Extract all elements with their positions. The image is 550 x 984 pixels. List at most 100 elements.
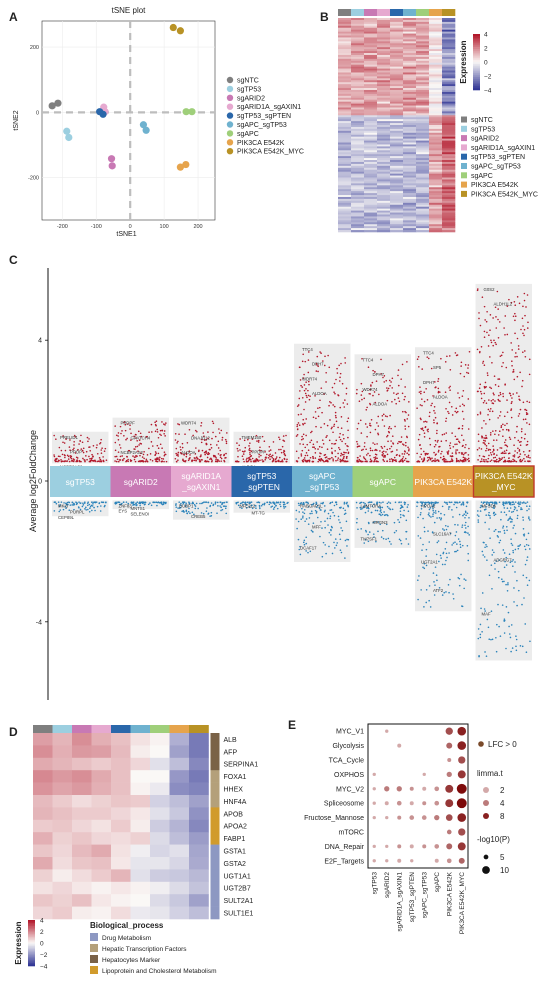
volcano-down-point [485, 655, 488, 657]
heatmap-d-cell [150, 844, 170, 858]
volcano-up-point [484, 319, 486, 321]
volcano-up-point [309, 456, 312, 459]
heatmap-b-cell [429, 187, 443, 190]
heatmap-b-cell [364, 228, 378, 231]
volcano-up-point [386, 453, 389, 456]
volcano-up-point [445, 439, 447, 442]
heatmap-b-cell [338, 25, 352, 29]
volcano-up-point [495, 327, 498, 329]
volcano-down-point [528, 508, 530, 510]
volcano-up-point [343, 455, 345, 458]
volcano-up-point [99, 442, 101, 445]
volcano-up-point [100, 449, 103, 451]
volcano-down-point [298, 504, 300, 507]
volcano-up-point [516, 296, 519, 298]
volcano-up-point [207, 431, 209, 433]
heatmap-b-cell [390, 125, 404, 128]
dotplot-point [372, 772, 376, 777]
heatmap-b-cell [403, 134, 417, 137]
volcano-up-point [522, 305, 524, 308]
heatmap-d-cell [72, 881, 92, 895]
volcano-up-point [361, 357, 363, 360]
heatmap-b-cell [442, 165, 456, 169]
heatmap-b-cell [416, 189, 430, 192]
volcano-up-point [63, 454, 66, 456]
volcano-up-point [483, 460, 485, 463]
volcano-down-point [483, 556, 486, 558]
volcano-up-point [461, 410, 464, 413]
heatmap-b-cell [403, 161, 417, 165]
heatmap-b-cell [390, 200, 404, 204]
volcano-up-point [502, 423, 504, 426]
dotplot-point [397, 844, 402, 849]
heatmap-b-cell [338, 214, 352, 217]
heatmap-b-cell [338, 181, 352, 184]
volcano-up-point [405, 444, 407, 447]
volcano-up-point [344, 357, 346, 359]
heatmap-d-cell [91, 869, 112, 883]
heatmap-d-cell [189, 733, 209, 746]
heatmap-b-cell [429, 25, 443, 29]
volcano-up-range [233, 431, 290, 464]
volcano-down-point [237, 504, 240, 507]
volcano-up-point [516, 355, 518, 358]
heatmap-b-cell [377, 68, 391, 71]
volcano-up-point [434, 460, 436, 463]
volcano-down-point [423, 562, 426, 565]
volcano-up-point [343, 437, 345, 440]
heatmap-b-cell [364, 27, 378, 30]
volcano-up-point [495, 458, 498, 461]
volcano-up-point [322, 443, 325, 445]
tsne-point [188, 108, 196, 116]
volcano-down-point [403, 515, 405, 517]
heatmap-d-cell [130, 733, 151, 746]
volcano-down-point [480, 504, 482, 507]
heatmap-d-cell [130, 782, 151, 796]
heatmap-b-cell [351, 25, 365, 29]
volcano-down-point [355, 521, 358, 524]
volcano-up-point [158, 458, 161, 460]
heatmap-b-cell [364, 101, 378, 104]
volcano-up-point [374, 456, 377, 458]
heatmap-d-cell [150, 857, 170, 870]
heatmap-b-cell [377, 183, 391, 186]
volcano-up-point [380, 445, 383, 448]
volcano-up-point [97, 460, 100, 463]
volcano-up-point [428, 437, 431, 440]
volcano-down-point [85, 509, 88, 511]
volcano-up-point [248, 458, 251, 461]
volcano-up-point [466, 458, 469, 461]
heatmap-b-cell [338, 228, 352, 231]
volcano-down-point [298, 548, 301, 551]
volcano-down-point [156, 504, 158, 507]
volcano-up-point [65, 460, 67, 462]
volcano-down-point [333, 514, 336, 517]
dotplot-point [458, 857, 465, 864]
volcano-up-point [436, 429, 438, 432]
volcano-up-point [125, 459, 128, 462]
dotplot-point [422, 844, 427, 849]
heatmap-d-cell [169, 757, 190, 771]
volcano-up-point [345, 387, 348, 390]
dotplot-point [434, 858, 439, 863]
heatmap-b-cell [442, 111, 456, 114]
volcano-up-point [323, 460, 325, 463]
volcano-up-point [146, 435, 148, 438]
volcano-up-point [385, 379, 388, 382]
volcano-up-point [365, 408, 368, 411]
heatmap-b-cell [416, 41, 430, 44]
volcano-up-point [503, 415, 506, 418]
volcano-up-point [281, 459, 284, 461]
volcano-down-point [486, 559, 488, 561]
volcano-down-point [482, 554, 484, 556]
volcano-up-point [489, 431, 492, 434]
heatmap-d-cell [72, 857, 92, 870]
heatmap-d-cell [130, 745, 151, 759]
heatmap-d-colorbar-segment [28, 926, 35, 928]
volcano-up-point [301, 449, 304, 452]
volcano-down-point [511, 503, 514, 506]
volcano-down-point [430, 502, 433, 505]
heatmap-b-cell [390, 86, 404, 89]
volcano-up-point [404, 395, 406, 398]
volcano-up-point [464, 446, 466, 449]
